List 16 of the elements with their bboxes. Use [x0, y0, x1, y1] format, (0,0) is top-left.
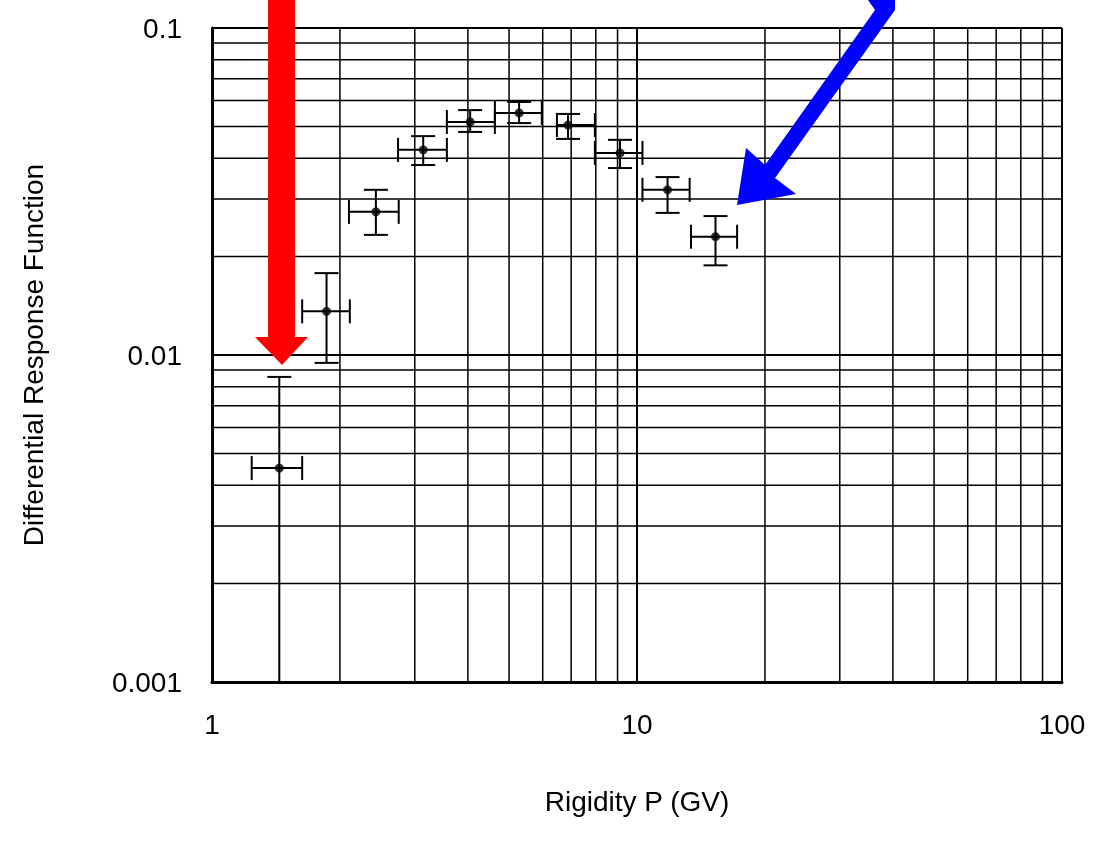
- y-tick-label: 0.001: [111, 666, 182, 698]
- point: [711, 232, 720, 242]
- point: [274, 463, 284, 473]
- y-tick-label: 0.1: [143, 12, 182, 44]
- point: [563, 120, 573, 130]
- x-tick-label: 100: [1038, 708, 1086, 740]
- x-tick-label: 1: [204, 708, 220, 740]
- point: [615, 148, 625, 158]
- point: [663, 185, 673, 195]
- point: [322, 306, 332, 316]
- point: [418, 145, 428, 155]
- x-tick-label: 10: [621, 708, 653, 740]
- point: [371, 207, 381, 217]
- x-axis-title: Rigidity P (GV): [544, 785, 730, 817]
- y-tick-label: 0.01: [127, 339, 182, 371]
- y-axis-title: Differential Response Function: [17, 163, 49, 547]
